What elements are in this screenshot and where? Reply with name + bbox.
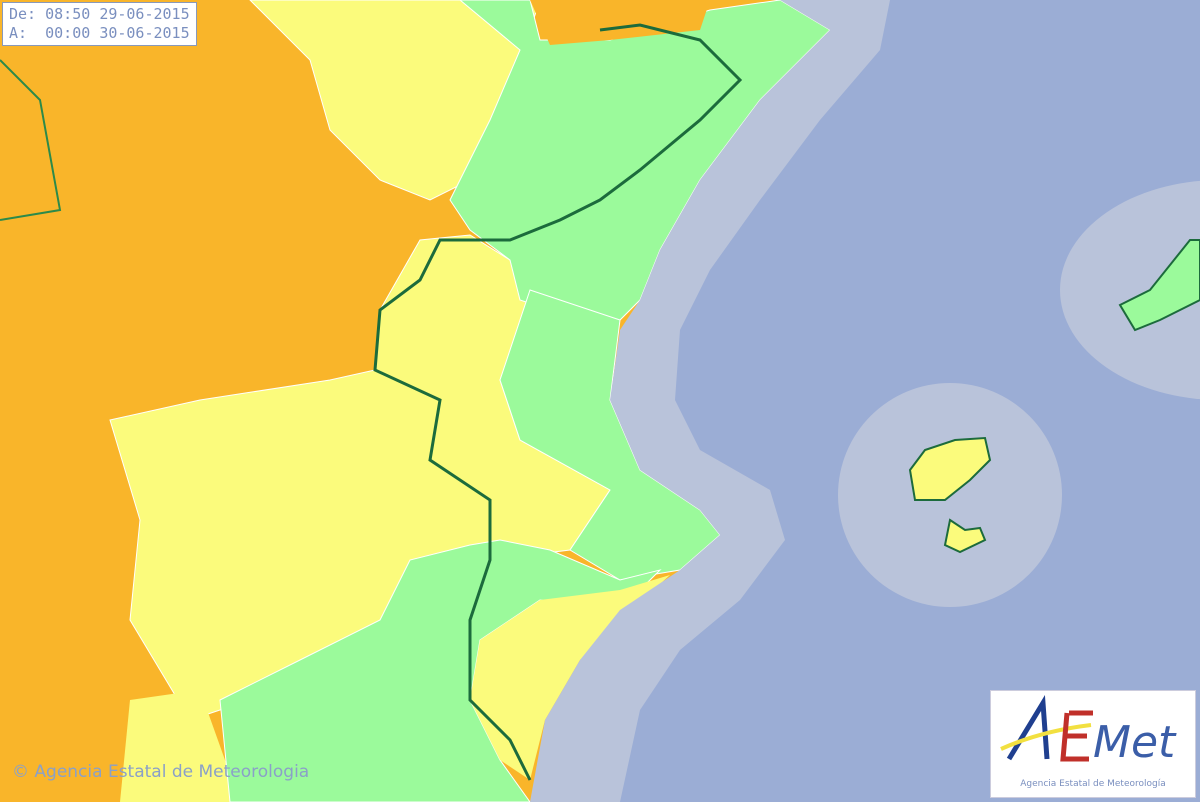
from-label: De: [9,5,37,23]
from-time: 08:50 [45,5,91,23]
svg-text:Met: Met [1093,717,1177,768]
mallorca-coastal-waters [1060,180,1200,400]
region-yellow-coast-south [470,575,670,780]
to-date: 30-06-2015 [99,24,190,42]
region-orange-top [530,0,710,45]
community-border [373,23,743,781]
logo-caption: Agencia Estatal de Meteorología [1020,779,1166,789]
aemet-logo-mark: Met [1000,694,1177,768]
ibiza [908,436,992,501]
region-yellow-south-left [120,690,240,802]
copyright-text: © Agencia Estatal de Meteorologia [12,762,310,782]
region-green-south [219,539,662,802]
formentera [943,518,987,554]
from-date: 29-06-2015 [99,5,190,23]
validity-period: De: 08:50 29-06-2015 A: 00:00 30-06-2015 [2,2,197,46]
province-border [0,59,62,221]
mallorca [1118,239,1200,332]
aemet-logo: Met Agencia Estatal de Meteorología [990,690,1196,798]
to-time: 00:00 [45,24,91,42]
to-label: A: [9,24,28,42]
